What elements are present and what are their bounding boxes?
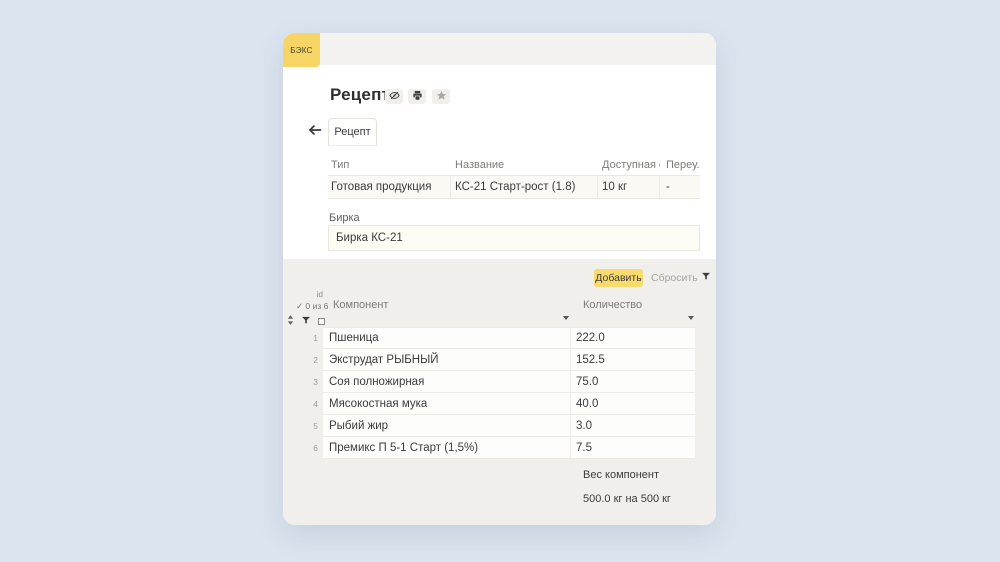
component-cell: Экструдат РЫБНЫЙ (323, 349, 571, 370)
col-header-type: Тип (331, 158, 350, 171)
filter-icon[interactable] (302, 312, 310, 330)
selection-summary: ✓ 0 из 6 (296, 301, 329, 311)
component-cell: Пшеница (323, 328, 571, 348)
component-cell: Премикс П 5-1 Старт (1,5%) (323, 437, 571, 458)
table-row[interactable]: 1 Пшеница 222.0 (304, 327, 695, 349)
tag-input-value: Бирка КС-21 (336, 232, 403, 244)
weight-total-label: Вес компонент (583, 469, 660, 481)
cell-type: Готовая продукция (328, 176, 451, 198)
component-cell: Соя полножирная (323, 371, 571, 392)
quantity-cell: 7.5 (576, 441, 592, 454)
quantity-cell: 3.0 (576, 419, 592, 432)
row-number: 5 (313, 421, 318, 431)
recipe-card: БЭКС Рецепт (283, 33, 716, 525)
table-row[interactable]: 2 Экструдат РЫБНЫЙ 152.5 (304, 349, 695, 371)
row-number: 3 (313, 377, 318, 387)
printer-icon (412, 89, 423, 104)
recipe-meta-row[interactable]: Готовая продукция КС-21 Старт-рост (1.8)… (328, 176, 700, 199)
view-button[interactable] (385, 89, 403, 104)
col-header-name: Название (455, 158, 505, 171)
cell-recount: - (666, 181, 670, 193)
quantity-cell: 75.0 (576, 375, 599, 388)
row-number: 6 (313, 443, 318, 453)
brand-tab[interactable]: БЭКС (283, 33, 320, 67)
id-column-label: id (316, 290, 323, 299)
quantity-cell: 152.5 (576, 353, 605, 366)
reset-button[interactable]: Сбросить (651, 269, 710, 287)
tab-recipe-label: Рецепт (334, 126, 371, 138)
tag-input[interactable]: Бирка КС-21 (328, 225, 700, 251)
card-header-strip (283, 33, 716, 65)
star-icon (436, 89, 447, 104)
quantity-cell: 40.0 (576, 397, 599, 410)
recipe-meta-header-row: Тип Название Доступная ф... Переу... (328, 154, 700, 176)
col-header-component[interactable]: Компонент (333, 299, 389, 311)
table-row[interactable]: 6 Премикс П 5-1 Старт (1,5%) 7.5 (304, 437, 695, 459)
table-row[interactable]: 3 Соя полножирная 75.0 (304, 371, 695, 393)
table-row[interactable]: 4 Мясокостная мука 40.0 (304, 393, 695, 415)
tab-recipe[interactable]: Рецепт (328, 118, 377, 146)
add-button[interactable]: Добавить (594, 269, 643, 287)
table-row[interactable]: 5 Рыбий жир 3.0 (304, 415, 695, 437)
cell-available: 10 кг (598, 176, 660, 198)
back-arrow-icon[interactable] (308, 123, 322, 137)
filter-icon (701, 272, 710, 284)
col-header-quantity[interactable]: Количество (583, 299, 643, 311)
recipe-meta-table: Тип Название Доступная ф... Переу... Гот… (328, 154, 700, 199)
page-title: Рецепт (330, 85, 391, 104)
weight-total-value: 500.0 кг на 500 кг (583, 493, 671, 505)
row-number: 1 (313, 333, 318, 343)
cell-name: КС-21 Старт-рост (1.8) (451, 176, 598, 198)
row-number: 4 (313, 399, 318, 409)
table-tools (287, 312, 325, 330)
sort-icon[interactable] (287, 312, 294, 330)
favorite-button[interactable] (432, 89, 450, 104)
caret-down-icon[interactable] (563, 316, 569, 320)
quantity-cell: 222.0 (576, 332, 605, 344)
reset-button-label: Сбросить (651, 272, 698, 284)
eye-icon (388, 89, 400, 104)
col-header-available: Доступная ф... (602, 158, 660, 171)
col-header-recount: Переу... (666, 158, 700, 171)
component-cell: Рыбий жир (323, 415, 571, 436)
component-cell: Мясокостная мука (323, 393, 571, 414)
caret-down-icon[interactable] (688, 316, 694, 320)
brand-label: БЭКС (290, 45, 313, 55)
row-number: 2 (313, 355, 318, 365)
print-button[interactable] (408, 89, 426, 104)
tag-field-label: Бирка (329, 212, 360, 224)
select-all-checkbox[interactable] (318, 317, 325, 325)
